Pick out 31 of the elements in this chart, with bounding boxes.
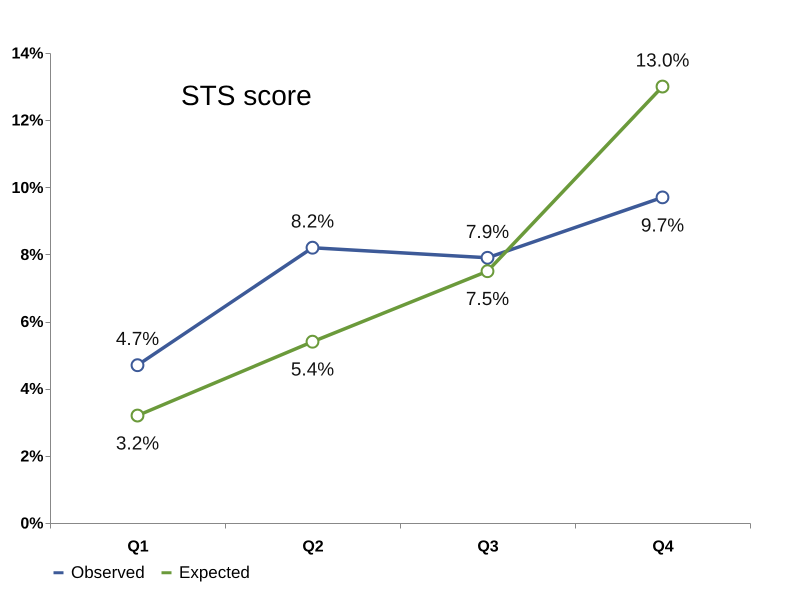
- y-tick-label: 6%: [20, 314, 44, 332]
- y-tick-label: 8%: [20, 246, 44, 264]
- data-label: 13.0%: [636, 50, 690, 72]
- x-tick-label: Q2: [302, 538, 324, 556]
- data-label: 3.2%: [116, 434, 160, 455]
- y-tick-label: 0%: [20, 516, 44, 532]
- point: [306, 334, 320, 349]
- y-tick-label: 10%: [11, 180, 44, 197]
- point: [130, 358, 144, 372]
- x-tick-label: Q3: [477, 538, 499, 556]
- y-tick-label: 12%: [11, 112, 44, 130]
- point: [480, 250, 494, 265]
- x-tick-label: Q4: [652, 538, 674, 556]
- point: [480, 264, 494, 278]
- point: [130, 408, 144, 422]
- data-label: 4.7%: [116, 329, 160, 350]
- legend-label: Expected: [179, 562, 250, 582]
- text: STS score: [180, 80, 312, 111]
- point: [656, 190, 670, 204]
- data-label: 8.2%: [290, 212, 334, 233]
- y-tick-label: 2%: [20, 448, 44, 466]
- data-label: 7.5%: [466, 289, 510, 310]
- y-tick-label: 4%: [20, 381, 44, 398]
- legend-label: Observed: [71, 562, 145, 582]
- data-label: 5.4%: [290, 360, 334, 381]
- y-tick-label: 14%: [11, 46, 44, 62]
- point: [306, 240, 320, 255]
- data-label: 7.9%: [466, 222, 510, 243]
- x-tick-label: Q1: [127, 538, 149, 556]
- point: [656, 80, 670, 94]
- data-label: 9.7%: [640, 215, 684, 236]
